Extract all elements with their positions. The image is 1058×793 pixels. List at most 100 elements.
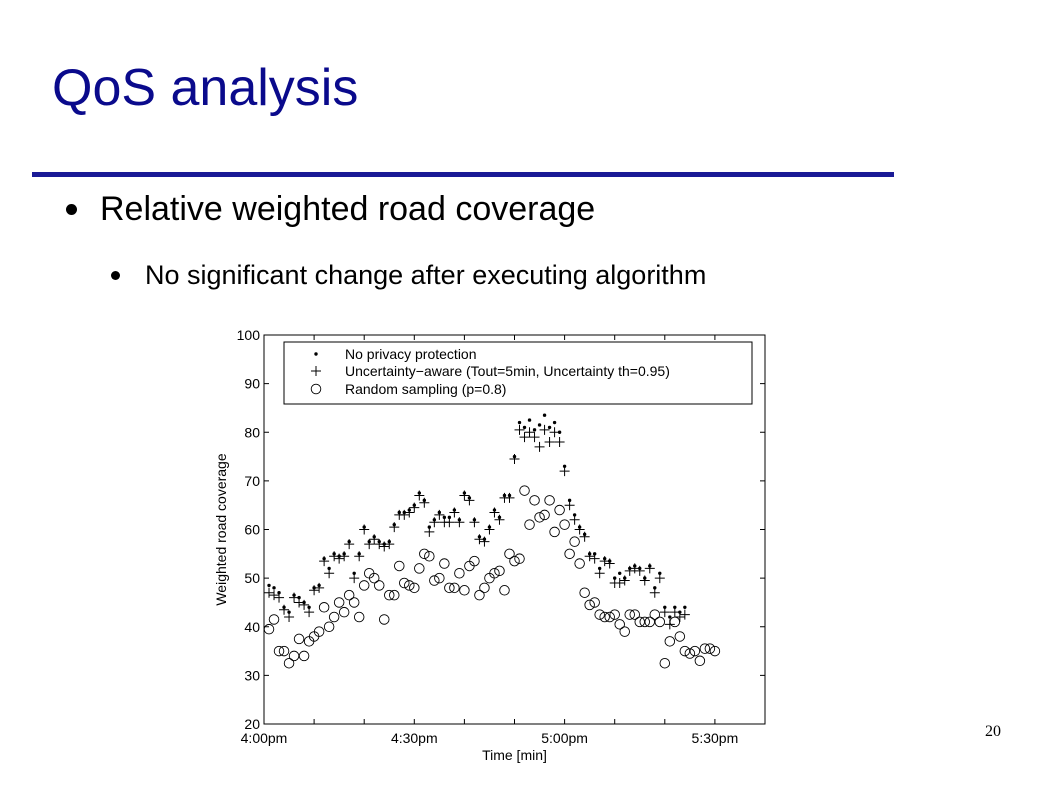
- circle-marker: [629, 609, 640, 620]
- sub-bullet-text: No significant change after executing al…: [145, 260, 707, 290]
- dot-marker: [314, 352, 318, 356]
- plus-marker: [494, 514, 505, 525]
- circle-marker: [709, 645, 721, 657]
- y-axis-label: Weighted road coverage: [213, 453, 229, 605]
- y-tick-label: 40: [244, 619, 260, 635]
- plus-marker: [454, 517, 465, 528]
- circle-marker: [283, 657, 295, 669]
- legend-box: [283, 341, 753, 405]
- plus-marker: [669, 607, 680, 618]
- plus-marker: [379, 541, 390, 552]
- plus-marker: [294, 597, 305, 608]
- plus-marker: [464, 495, 475, 506]
- plus-marker: [369, 534, 380, 545]
- circle-marker: [599, 611, 610, 623]
- circle-marker: [414, 563, 425, 574]
- plus-marker: [489, 507, 500, 518]
- plus-marker: [559, 466, 570, 477]
- circle-marker: [584, 599, 595, 611]
- plus-marker: [324, 568, 335, 579]
- plus-marker: [399, 509, 410, 520]
- y-tick-label: 60: [244, 522, 260, 538]
- circle-marker: [664, 636, 676, 647]
- dot-marker: [267, 583, 271, 588]
- circle-marker: [519, 485, 530, 496]
- dot-marker: [272, 586, 276, 590]
- circle-marker: [419, 548, 430, 560]
- plus-marker: [354, 551, 365, 562]
- plus-marker: [424, 526, 435, 537]
- circle-marker: [288, 650, 300, 662]
- plus-marker: [279, 604, 290, 615]
- circle-marker: [263, 623, 275, 635]
- circle-marker: [554, 504, 565, 516]
- circle-marker: [434, 572, 445, 584]
- x-tick-label: 5:30pm: [692, 730, 739, 746]
- plus-marker: [311, 366, 321, 376]
- circle-marker: [524, 519, 535, 530]
- circle-marker: [489, 568, 500, 579]
- bullet-level-1: Relative weighted road coverage: [66, 190, 595, 229]
- circle-marker: [624, 609, 635, 620]
- plus-marker: [579, 531, 590, 542]
- plus-marker: [679, 609, 690, 620]
- plus-marker: [599, 556, 610, 567]
- plus-marker: [539, 424, 550, 435]
- x-tick-label: 5:00pm: [541, 730, 588, 746]
- plus-marker: [329, 551, 340, 562]
- title-underline: [32, 172, 894, 177]
- plus-marker: [359, 524, 370, 535]
- circle-marker: [514, 553, 525, 564]
- circle-marker: [318, 602, 330, 613]
- circle-marker: [639, 616, 651, 628]
- circle-marker: [549, 526, 560, 538]
- plus-marker: [629, 563, 640, 574]
- circle-marker: [278, 645, 290, 657]
- circle-marker: [474, 589, 485, 601]
- dot-marker: [547, 425, 552, 430]
- circle-marker: [368, 572, 380, 584]
- plus-marker: [619, 575, 630, 586]
- plus-marker: [644, 563, 655, 574]
- circle-marker: [378, 614, 390, 625]
- dot-marker: [517, 420, 522, 425]
- plus-marker: [534, 441, 545, 452]
- circle-marker: [293, 633, 305, 645]
- circle-marker: [504, 548, 515, 560]
- circle-marker: [459, 585, 470, 596]
- circle-marker: [394, 560, 405, 572]
- circle-marker: [429, 575, 440, 586]
- plus-marker: [564, 500, 575, 511]
- y-tick-label: 30: [244, 667, 260, 683]
- plus-marker: [639, 575, 650, 586]
- plus-marker: [469, 517, 480, 528]
- dot-marker: [683, 605, 687, 609]
- circle-marker: [343, 589, 355, 601]
- plus-marker: [319, 556, 330, 567]
- plus-marker: [474, 534, 485, 545]
- circle-marker: [499, 585, 510, 596]
- dot-marker: [532, 428, 537, 432]
- circle-marker: [323, 621, 335, 633]
- plus-marker: [284, 612, 295, 623]
- circle-marker: [469, 555, 480, 567]
- dot-marker: [527, 418, 532, 422]
- circle-marker: [569, 536, 580, 547]
- circle-marker: [669, 616, 681, 628]
- y-tick-label: 20: [244, 716, 260, 732]
- circle-marker: [614, 619, 625, 630]
- circle-marker: [604, 611, 615, 623]
- plus-marker: [339, 551, 350, 562]
- circle-marker: [654, 616, 666, 628]
- plus-marker: [594, 568, 605, 579]
- legend-label: Uncertainty−aware (Tout=5min, Uncertaint…: [345, 363, 670, 379]
- bullet-level-2: No significant change after executing al…: [111, 260, 706, 291]
- plus-marker: [434, 509, 445, 520]
- plus-marker: [589, 553, 600, 564]
- plus-marker: [299, 599, 310, 610]
- circle-marker: [579, 587, 590, 598]
- plus-marker: [344, 539, 355, 550]
- circle-marker: [404, 580, 415, 591]
